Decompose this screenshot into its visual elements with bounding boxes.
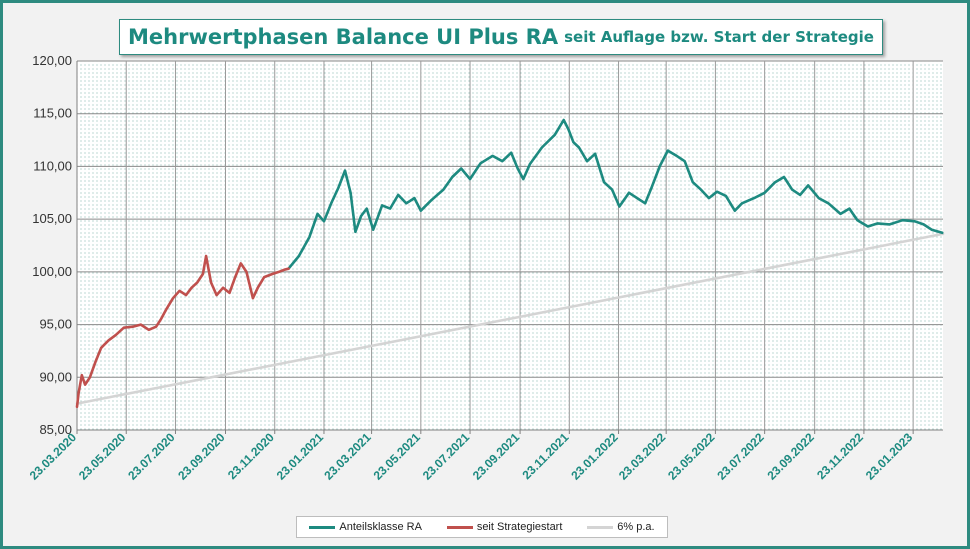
legend-swatch-fund: [309, 525, 336, 529]
legend-swatch-start: [446, 525, 473, 529]
x-tick-label: 23.05.2022: [665, 430, 718, 483]
legend: Anteilsklasse RA seit Strategiestart 6% …: [296, 516, 668, 538]
y-tick-label: 115,00: [33, 106, 72, 121]
legend-label-fund: Anteilsklasse RA: [339, 521, 422, 533]
x-tick-label: 23.09.2022: [764, 430, 817, 483]
legend-item-fund: Anteilsklasse RA: [309, 521, 422, 533]
title-main: Mehrwertphasen Balance UI Plus RA: [128, 25, 559, 49]
x-tick-label: 23.07.2020: [125, 430, 178, 483]
x-tick-label: 23.07.2022: [714, 430, 767, 483]
legend-label-trend: 6% p.a.: [617, 521, 655, 533]
x-tick-label: 23.01.2022: [568, 430, 621, 483]
x-tick-label: 23.01.2023: [863, 430, 916, 483]
x-tick-label: 23.09.2020: [175, 430, 228, 483]
x-tick-label: 23.11.2021: [520, 430, 572, 482]
series-line-start: [75, 254, 290, 409]
y-tick-label: 110,00: [33, 158, 72, 173]
y-tick-label: 85,00: [39, 422, 72, 437]
series-line-trend: [75, 232, 945, 405]
y-tick-label: 105,00: [32, 211, 72, 226]
legend-item-start: seit Strategiestart: [446, 521, 563, 533]
plot-area: [77, 61, 943, 430]
series-line-fund: [287, 118, 944, 271]
x-tick-label: 23.01.2021: [274, 430, 327, 483]
x-tick-label: 23.05.2021: [371, 430, 424, 483]
x-tick-label: 23.07.2021: [420, 430, 473, 483]
x-tick-label: 23.03.2022: [616, 430, 669, 483]
legend-label-start: seit Strategiestart: [476, 521, 563, 533]
x-axis: 23.03.202023.05.202023.07.202023.09.2020…: [27, 429, 943, 483]
x-tick-label: 23.05.2020: [76, 430, 129, 483]
legend-item-trend: 6% p.a.: [587, 521, 655, 533]
x-tick-label: 23.03.2020: [27, 430, 80, 483]
x-tick-label: 23.09.2021: [470, 430, 523, 483]
x-tick-label: 23.03.2021: [321, 430, 374, 483]
x-tick-label: 23.11.2020: [225, 430, 277, 482]
title-subtitle: seit Auflage bzw. Start der Strategie: [564, 28, 874, 46]
y-axis: 85,00 90,00 95,00 100,00 105,00 110,00 115,00 1…: [32, 53, 78, 437]
legend-swatch-trend: [587, 525, 614, 529]
chart-title: Mehrwertphasen Balance UI Plus RA seit A…: [119, 19, 883, 55]
y-tick-label: 95,00: [39, 317, 72, 332]
y-tick-label: 120,00: [32, 53, 72, 68]
series-lines: [75, 118, 945, 409]
y-tick-label: 100,00: [32, 264, 72, 279]
y-tick-label: 90,00: [39, 369, 72, 384]
x-tick-label: 23.11.2022: [814, 430, 866, 482]
